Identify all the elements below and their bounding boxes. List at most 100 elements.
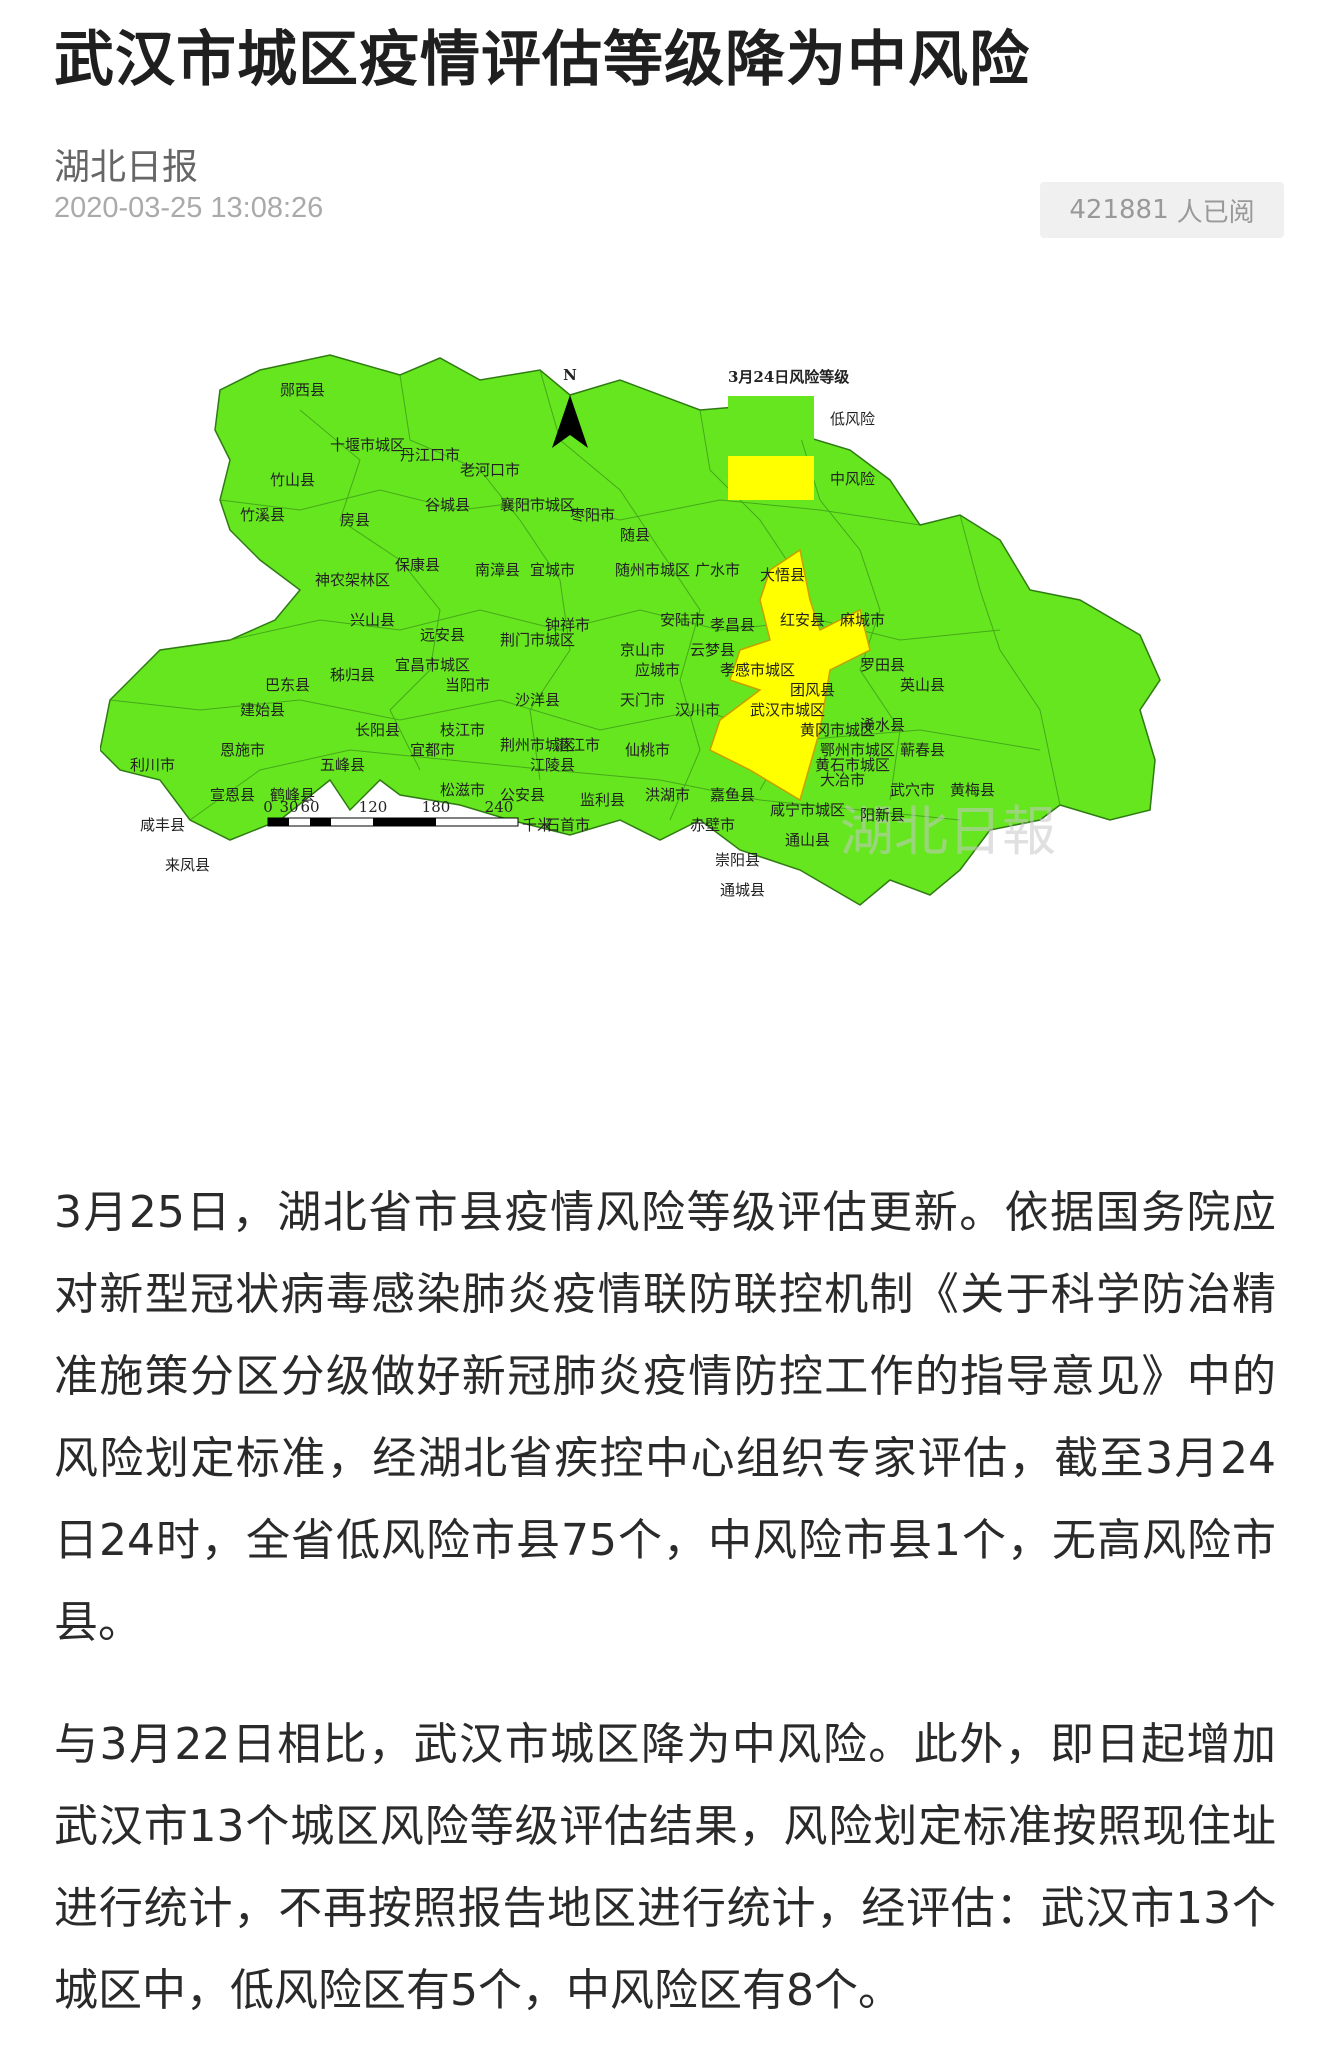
county-label[interactable]: 宣恩县	[210, 786, 255, 804]
north-label: N	[563, 366, 577, 384]
article-source[interactable]: 湖北日报	[54, 147, 199, 188]
read-count: 421881	[1069, 195, 1169, 225]
county-label[interactable]: 黄梅县	[950, 781, 995, 799]
county-label[interactable]: 汉川市	[675, 701, 720, 719]
county-label[interactable]: 来凤县	[165, 856, 210, 874]
county-label[interactable]: 五峰县	[320, 756, 365, 774]
county-borders	[109, 369, 1061, 821]
county-label[interactable]: 丹江口市	[400, 446, 460, 464]
county-label[interactable]: 黄石市城区	[815, 756, 890, 774]
county-label[interactable]: 天门市	[620, 691, 665, 709]
north-arrow-icon: N	[552, 366, 588, 448]
scale-tick-label: 240	[485, 798, 514, 816]
county-label[interactable]: 蕲春县	[900, 741, 945, 759]
county-label[interactable]: 黄冈市城区	[800, 721, 875, 739]
county-label[interactable]: 枣阳市	[570, 506, 615, 524]
county-label[interactable]: 潜江市	[555, 736, 600, 754]
publish-time: 2020-03-25 13:08:26	[54, 192, 324, 224]
county-label[interactable]: 老河口市	[460, 461, 520, 479]
county-label[interactable]: 嘉鱼县	[710, 786, 755, 804]
legend-mid-swatch	[728, 456, 814, 500]
county-label[interactable]: 鄂州市城区	[820, 741, 895, 759]
county-label[interactable]: 长阳县	[355, 721, 400, 739]
county-label[interactable]: 远安县	[420, 626, 465, 644]
county-label[interactable]: 通城县	[720, 881, 765, 899]
county-label[interactable]: 松滋市	[440, 781, 485, 799]
county-label[interactable]: 利川市	[130, 756, 175, 774]
county-label[interactable]: 咸丰县	[140, 816, 185, 834]
county-label[interactable]: 武汉市城区	[750, 701, 825, 719]
county-label[interactable]: 京山市	[620, 641, 665, 659]
paragraph-text: 3月25日，湖北省市县疫情风险等级评估更新。依据国务院应对新型冠状病毒感染肺炎疫…	[54, 1187, 1276, 1648]
county-label[interactable]: 荆门市城区	[500, 631, 575, 649]
county-label[interactable]: 云梦县	[690, 641, 735, 659]
county-label[interactable]: 仙桃市	[625, 741, 670, 759]
county-label[interactable]: 神农架林区	[315, 571, 390, 589]
county-label[interactable]: 十堰市城区	[330, 436, 405, 454]
scale-tick-label: 120	[359, 798, 388, 816]
county-label[interactable]: 郧西县	[280, 381, 325, 399]
county-label[interactable]: 兴山县	[350, 611, 395, 629]
county-label[interactable]: 广水市	[695, 561, 740, 579]
county-label[interactable]: 保康县	[395, 556, 440, 574]
county-label[interactable]: 大冶市	[820, 771, 865, 789]
read-count-badge: 421881 人已阅	[1040, 182, 1284, 238]
county-label[interactable]: 监利县	[580, 791, 625, 809]
county-label[interactable]: 麻城市	[840, 611, 885, 629]
article-paragraph-2: 与3月22日相比，武汉市城区降为中风险。此外，即日起增加武汉市13个城区风险等级…	[54, 1704, 1276, 2032]
county-label[interactable]: 随县	[620, 526, 650, 544]
county-label[interactable]: 应城市	[635, 661, 680, 679]
county-label[interactable]: 石首市	[545, 816, 590, 834]
county-label[interactable]: 洪湖市	[645, 786, 690, 804]
county-label[interactable]: 大悟县	[760, 566, 805, 584]
scale-bar: 0 30 60 120 180 240 千米	[263, 798, 552, 834]
wuhan-city-area[interactable]	[709, 548, 871, 802]
county-label[interactable]: 咸宁市城区	[770, 801, 845, 819]
county-label[interactable]: 南漳县	[475, 561, 520, 579]
county-label[interactable]: 公安县	[500, 786, 545, 804]
county-label[interactable]: 随州市城区	[615, 561, 690, 579]
county-label[interactable]: 沙洋县	[515, 691, 560, 709]
county-label[interactable]: 罗田县	[860, 656, 905, 674]
county-label[interactable]: 竹山县	[270, 471, 315, 489]
county-label[interactable]: 房县	[340, 511, 370, 529]
county-label[interactable]: 襄阳市城区	[500, 496, 575, 514]
legend-low-swatch	[728, 396, 814, 440]
county-label[interactable]: 浠水县	[860, 716, 905, 734]
county-label[interactable]: 建始县	[240, 701, 285, 719]
legend-mid-label: 中风险	[830, 470, 875, 488]
county-label[interactable]: 红安县	[780, 611, 825, 629]
county-label[interactable]: 恩施市	[220, 741, 265, 759]
county-label[interactable]: 当阳市	[445, 676, 490, 694]
county-label[interactable]: 崇阳县	[715, 851, 760, 869]
county-label[interactable]: 安陆市	[660, 611, 705, 629]
paragraph-text: 与3月22日相比，武汉市城区降为中风险。此外，即日起增加武汉市13个城区风险等级…	[54, 1719, 1276, 2016]
county-label[interactable]: 枝江市	[440, 721, 485, 739]
county-label[interactable]: 英山县	[900, 676, 945, 694]
county-label[interactable]: 团风县	[790, 681, 835, 699]
county-label[interactable]: 宜都市	[410, 741, 455, 759]
county-label[interactable]: 秭归县	[330, 666, 375, 684]
legend-title: 3月24日风险等级	[728, 368, 850, 386]
county-label[interactable]: 孝感市城区	[720, 661, 795, 679]
scale-unit: 千米	[522, 816, 552, 834]
county-label[interactable]: 武穴市	[890, 781, 935, 799]
county-label[interactable]: 巴东县	[265, 676, 310, 694]
county-label[interactable]: 赤壁市	[690, 816, 735, 834]
county-label[interactable]: 谷城县	[425, 496, 470, 514]
county-label[interactable]: 通山县	[785, 831, 830, 849]
county-label[interactable]: 江陵县	[530, 756, 575, 774]
county-label[interactable]: 竹溪县	[240, 506, 285, 524]
county-label[interactable]: 鹤峰县	[270, 786, 315, 804]
hubei-risk-map[interactable]: N 3月24日风险等级 低风险 中风险 0 30 60 120 180 240 千米 湖北…	[100, 350, 1240, 1110]
watermark: 湖北日報	[840, 800, 1056, 863]
scale-tick-label: 180	[422, 798, 451, 816]
county-label[interactable]: 宜昌市城区	[395, 656, 470, 674]
county-label[interactable]: 孝昌县	[710, 616, 755, 634]
county-label[interactable]: 钟祥市	[545, 616, 590, 634]
county-label[interactable]: 阳新县	[860, 806, 905, 824]
read-suffix: 人已阅	[1176, 197, 1255, 228]
county-label[interactable]: 宜城市	[530, 561, 575, 579]
county-label[interactable]: 荆州市城区	[500, 736, 575, 754]
